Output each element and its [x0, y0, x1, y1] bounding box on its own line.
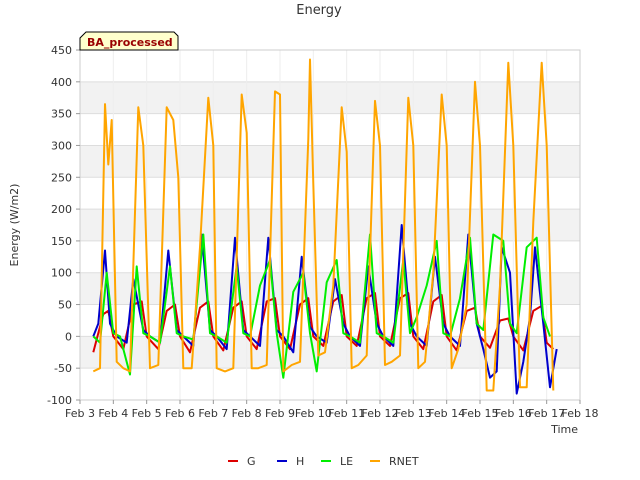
series-line-le — [92, 233, 551, 379]
x-tick-label: Feb 6 — [165, 407, 195, 420]
y-tick-label: 200 — [51, 203, 72, 216]
x-axis-title: Time — [550, 423, 578, 436]
legend-label-le: LE — [340, 455, 353, 468]
x-tick-label: Feb 14 — [428, 407, 465, 420]
y-axis-title: Energy (W/m2) — [8, 184, 21, 267]
y-tick-label: -50 — [54, 362, 72, 375]
x-tick-label: Feb 5 — [132, 407, 162, 420]
x-tick-label: Feb 8 — [232, 407, 262, 420]
x-tick-label: Feb 7 — [198, 407, 228, 420]
x-tick-label: Feb 17 — [528, 407, 565, 420]
y-tick-label: 150 — [51, 235, 72, 248]
x-axis: Feb 3 Feb 4 Feb 5 Feb 6 Feb 7 Feb 8 Feb 9 Feb 1… — [65, 400, 598, 420]
x-tick-label: Feb 3 — [65, 407, 95, 420]
y-axis: -100 -50 0 50 100 150 200 250 300 350 400 450 — [47, 44, 80, 407]
x-tick-label: Feb 10 — [295, 407, 332, 420]
x-tick-label: Feb 12 — [362, 407, 399, 420]
legend: G H LE RNET — [228, 455, 419, 468]
legend-label-g: G — [247, 455, 256, 468]
x-tick-label: Feb 16 — [495, 407, 532, 420]
legend-label-rnet: RNET — [389, 455, 419, 468]
x-tick-label: Feb 4 — [98, 407, 128, 420]
x-tick-label: Feb 15 — [462, 407, 499, 420]
y-tick-label: 100 — [51, 267, 72, 280]
y-tick-label: 400 — [51, 76, 72, 89]
chart-title: Energy — [296, 3, 342, 18]
plot-frame — [79, 49, 581, 401]
badge: BA_processed — [79, 31, 179, 51]
x-tick-label: Feb 18 — [562, 407, 599, 420]
y-tick-label: 300 — [51, 139, 72, 152]
series-layer — [92, 58, 558, 395]
legend-label-h: H — [296, 455, 304, 468]
x-tick-label: Feb 13 — [395, 407, 432, 420]
y-tick-label: 450 — [51, 44, 72, 57]
y-tick-label: 0 — [65, 330, 72, 343]
plot-band — [80, 81, 580, 114]
badge-label: BA_processed — [87, 36, 173, 49]
y-tick-label: 250 — [51, 171, 72, 184]
series-line-rnet — [92, 58, 555, 392]
plot-band — [80, 272, 580, 305]
plot-band — [80, 145, 580, 178]
y-tick-label: 50 — [58, 299, 72, 312]
x-tick-label: Feb 11 — [328, 407, 365, 420]
plot-band — [80, 336, 580, 369]
badge-box — [79, 31, 179, 51]
y-tick-label: -100 — [47, 394, 72, 407]
y-tick-label: 350 — [51, 108, 72, 121]
x-tick-label: Feb 9 — [265, 407, 295, 420]
plot-band — [80, 209, 580, 241]
